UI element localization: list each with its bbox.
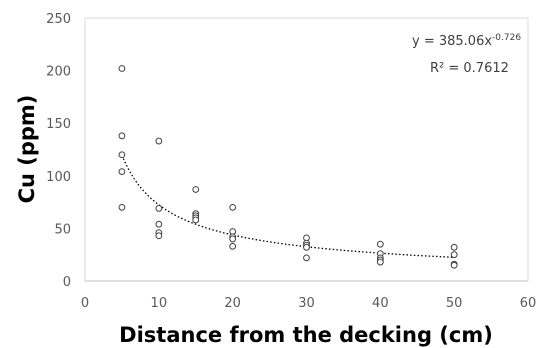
y-tick-label: 100 [46,170,71,185]
y-tick-labels: 0 50 100 150 200 250 [46,12,71,290]
data-point [450,261,458,269]
plot-area-frame [84,17,529,282]
trendline-r-squared: R² = 0.7612 [430,61,509,76]
y-tick-label: 0 [63,275,71,290]
data-point [303,243,310,251]
x-tick-label: 10 [151,296,168,311]
x-tick-label: 0 [81,296,89,311]
data-point [192,186,200,193]
data-point [450,251,458,259]
data-point [155,232,163,240]
data-point [229,203,237,211]
data-point [450,243,458,251]
data-point [155,137,163,145]
data-points [118,65,458,269]
y-tick-label: 50 [54,222,71,237]
y-tick-label: 250 [46,12,71,27]
x-tick-label: 30 [298,296,315,311]
data-point [155,205,163,212]
x-tick-labels: 0 10 20 30 40 50 60 [81,296,536,311]
data-point [155,220,163,228]
trendline-power [121,154,455,258]
data-point [376,240,384,248]
data-point [118,151,126,159]
x-axis-title: Distance from the decking (cm) [119,323,493,347]
data-point [192,216,200,224]
data-point [118,168,126,175]
x-tick-label: 50 [446,296,463,311]
data-point [118,132,126,140]
data-point [118,203,126,211]
data-point [229,242,237,250]
x-tick-label: 60 [520,296,537,311]
x-tick-label: 20 [224,296,241,311]
data-point [229,235,237,243]
y-axis-title: Cu (ppm) [15,95,39,204]
y-tick-label: 200 [46,65,71,80]
y-tick-label: 150 [46,117,71,132]
x-tick-label: 40 [372,296,389,311]
data-point [118,65,126,72]
trendline-equation: y = 385.06x-0.726 [412,33,521,49]
data-point [303,254,310,262]
data-point [376,258,384,266]
